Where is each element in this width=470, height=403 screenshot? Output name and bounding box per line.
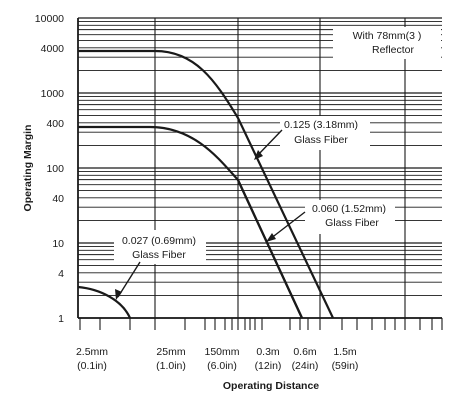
x-tick-label: 0.6m: [293, 346, 317, 358]
annotation-0125-line1: 0.125 (3.18mm): [284, 119, 358, 131]
x-tick-sublabel: (0.1in): [77, 360, 107, 372]
y-tick-label: 10000: [35, 13, 64, 25]
annotation-0027-arrowhead: [115, 289, 122, 300]
annotation-reflector-line1: With 78mm(3 ): [353, 30, 422, 42]
x-tick-sublabel: (59in): [332, 360, 359, 372]
y-tick-label: 100: [46, 163, 64, 175]
annotation-0027-leader: [117, 261, 141, 298]
annotation-0060: 0.060 (1.52mm) Glass Fiber: [266, 200, 395, 242]
y-tick-label: 4000: [41, 43, 65, 55]
series-line-reflector: [78, 49, 334, 319]
annotation-0125-leader: [255, 129, 283, 158]
x-axis-title: Operating Distance: [223, 380, 319, 392]
series-line-0027-glass-fiber: [77, 285, 132, 319]
y-tick-label: 1000: [41, 88, 65, 100]
y-tick-labels: 10000 4000 1000 400 100 40 10 4 1: [35, 13, 64, 325]
x-tick-label: 25mm: [156, 346, 185, 358]
x-tick-sublabel: (1.0in): [156, 360, 186, 372]
x-tick-sublabel: (24in): [292, 360, 319, 372]
annotation-0060-leader: [269, 211, 306, 240]
y-tick-label: 4: [58, 268, 64, 280]
y-tick-label: 40: [52, 193, 64, 205]
annotation-0125: 0.125 (3.18mm) Glass Fiber: [254, 116, 370, 160]
annotation-reflector: With 78mm(3 ) Reflector: [333, 27, 441, 59]
annotation-0060-line2: Glass Fiber: [325, 217, 379, 229]
x-tick-sublabel: (12in): [255, 360, 282, 372]
x-tick-sublabel: (6.0in): [207, 360, 237, 372]
y-axis-title: Operating Margin: [22, 125, 34, 212]
x-tick-label: 150mm: [204, 346, 239, 358]
x-tick-labels: 2.5mm (0.1in) 25mm (1.0in) 150mm (6.0in) 0.3m (…: [76, 346, 358, 372]
annotation-0125-arrowhead: [254, 150, 263, 160]
series-line-0125-glass-fiber: [78, 125, 303, 319]
series-line-0060-glass-fiber: [237, 179, 303, 319]
annotation-0027-line2: Glass Fiber: [132, 249, 186, 261]
annotation-0027-line1: 0.027 (0.69mm): [122, 235, 196, 247]
chart-grid: [77, 17, 443, 330]
y-tick-label: 1: [58, 313, 64, 325]
annotation-0027: 0.027 (0.69mm) Glass Fiber: [114, 230, 206, 300]
chart-curves: [77, 49, 334, 319]
x-tick-label: 1.5m: [333, 346, 357, 358]
x-tick-label: 0.3m: [256, 346, 280, 358]
annotation-0060-arrowhead: [266, 233, 276, 242]
x-tick-label: 2.5mm: [76, 346, 108, 358]
annotation-0125-line2: Glass Fiber: [294, 134, 348, 146]
annotation-0060-line1: 0.060 (1.52mm): [312, 203, 386, 215]
y-tick-label: 10: [52, 238, 64, 250]
y-tick-label: 400: [46, 118, 64, 130]
annotation-reflector-line2: Reflector: [372, 44, 415, 56]
